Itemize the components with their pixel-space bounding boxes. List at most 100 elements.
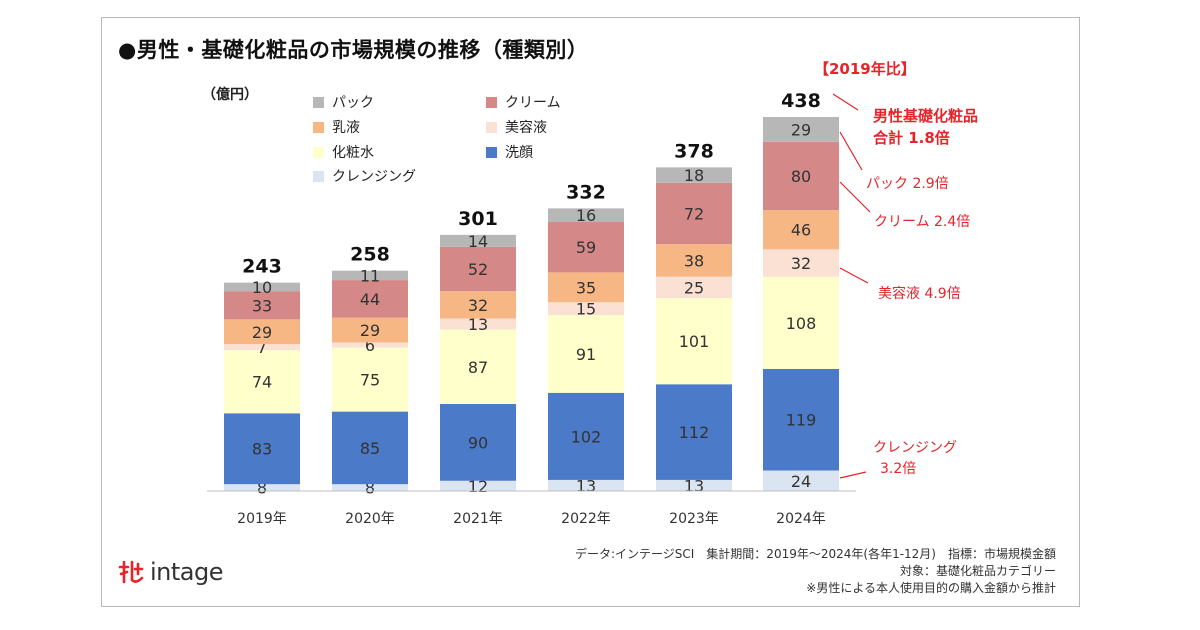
legend-item-serum: 美容液 <box>486 117 547 137</box>
bar-value-label: 32 <box>791 254 811 273</box>
x-tick-label: 2024年 <box>776 511 826 527</box>
bar-value-label: 6 <box>365 336 375 355</box>
bar-segment <box>548 222 624 273</box>
bar-segment <box>440 403 516 481</box>
bar-total-label: 332 <box>566 181 606 203</box>
bar-value-label: 25 <box>684 278 704 297</box>
bar-value-label: 90 <box>468 433 488 452</box>
legend-label: パック <box>332 95 374 111</box>
bar-segment <box>763 276 839 369</box>
bar-segment <box>440 318 516 330</box>
bar-total-label: 243 <box>242 256 282 278</box>
bar-segment <box>656 182 732 245</box>
legend-item-lotion: 化粧水 <box>313 142 374 162</box>
legend-label: 美容液 <box>505 120 547 136</box>
bar-total-label: 378 <box>674 140 714 162</box>
bar-value-label: 102 <box>571 427 602 446</box>
bar-segment <box>763 210 839 250</box>
bar-segment <box>548 272 624 303</box>
legend-item-cream: クリーム <box>486 92 561 112</box>
annotation-cleansing-line1: クレンジング <box>873 440 957 456</box>
annotation-pack: パック 2.9倍 <box>866 176 949 192</box>
legend-label: 化粧水 <box>332 145 374 161</box>
bar-value-label: 35 <box>576 278 596 297</box>
bar-segment <box>440 480 516 491</box>
bar-value-label: 24 <box>791 472 811 491</box>
legend-label: 洗顔 <box>505 145 533 161</box>
bar-value-label: 52 <box>468 260 488 279</box>
bar-segment <box>656 384 732 480</box>
legend-item-face-wash: 洗顔 <box>486 142 533 162</box>
bar-value-label: 14 <box>468 232 488 251</box>
bar-segment <box>440 234 516 247</box>
legend-swatch <box>486 146 497 158</box>
chart-title: ●男性・基礎化粧品の市場規模の推移（種類別） <box>118 38 589 62</box>
bar-value-label: 112 <box>679 423 710 442</box>
legend-label: クレンジング <box>332 169 416 185</box>
footer-source: データ:インテージSCI 集計期間：2019年～2024年(各年1-12月) 指… <box>574 547 1056 561</box>
legend-swatch <box>313 170 324 182</box>
bar-value-label: 38 <box>684 251 704 270</box>
comparison-header: 【2019年比】 <box>814 60 916 78</box>
bar-value-label: 80 <box>791 167 811 186</box>
bar-segment <box>224 319 300 345</box>
bar-segment <box>548 479 624 491</box>
bar-value-label: 74 <box>252 373 272 392</box>
connector-pack <box>839 131 863 171</box>
bar-value-label: 85 <box>360 439 380 458</box>
x-tick-label: 2022年 <box>561 511 611 527</box>
bar-segment <box>656 298 732 385</box>
annotation-total-line1: 男性基礎化粧品 <box>873 107 979 125</box>
connector-cream <box>839 181 871 213</box>
legend-swatch <box>313 121 324 133</box>
bar-value-label: 75 <box>360 371 380 390</box>
bar-value-label: 8 <box>257 479 267 498</box>
bar-segment <box>332 342 408 348</box>
bar-segment <box>332 411 408 485</box>
bar-segment <box>763 141 839 211</box>
bar-value-label: 87 <box>468 358 488 377</box>
x-tick-label: 2021年 <box>453 511 503 527</box>
bar-value-label: 91 <box>576 345 596 364</box>
annotation-serum: 美容液 4.9倍 <box>878 286 961 302</box>
intage-logo-text: intage <box>150 558 224 586</box>
bar-value-label: 32 <box>468 296 488 315</box>
footer-note: ※男性による本人使用目的の購入金額から推計 <box>806 581 1056 595</box>
intage-logo-mark-icon <box>118 560 144 584</box>
bar-value-label: 101 <box>679 332 710 351</box>
bar-segment <box>224 350 300 414</box>
bar-value-label: 83 <box>252 440 272 459</box>
bar-value-label: 13 <box>468 315 488 334</box>
legend-item-cleansing: クレンジング <box>313 166 416 186</box>
legend-swatch <box>486 96 497 108</box>
bar-value-label: 59 <box>576 238 596 257</box>
legend-swatch <box>486 121 497 133</box>
bar-segment <box>548 208 624 223</box>
legend-swatch <box>313 96 324 108</box>
x-tick-label: 2020年 <box>345 511 395 527</box>
connector-total <box>832 93 859 111</box>
bar-segment <box>440 246 516 292</box>
bar-value-label: 7 <box>257 338 267 357</box>
bar-value-label: 29 <box>791 120 811 139</box>
bar-segment <box>763 249 839 277</box>
bar-segment <box>224 413 300 485</box>
bar-segment <box>332 270 408 281</box>
bar-segment <box>548 392 624 480</box>
bar-segment <box>656 479 732 491</box>
bar-segment <box>763 368 839 471</box>
bar-value-label: 44 <box>360 290 380 309</box>
bar-segment <box>440 329 516 404</box>
bar-value-label: 10 <box>252 278 272 297</box>
bar-segment <box>332 347 408 412</box>
legend-label: 乳液 <box>332 120 360 136</box>
legend-item-pack: パック <box>313 92 374 112</box>
bar-value-label: 15 <box>576 300 596 319</box>
bar-total-label: 301 <box>458 208 498 230</box>
bar-segment <box>763 117 839 142</box>
unit-label: （億円） <box>202 87 258 103</box>
intage-logo: intage <box>118 558 224 586</box>
bar-value-label: 11 <box>360 266 380 285</box>
bar-segment <box>224 282 300 292</box>
